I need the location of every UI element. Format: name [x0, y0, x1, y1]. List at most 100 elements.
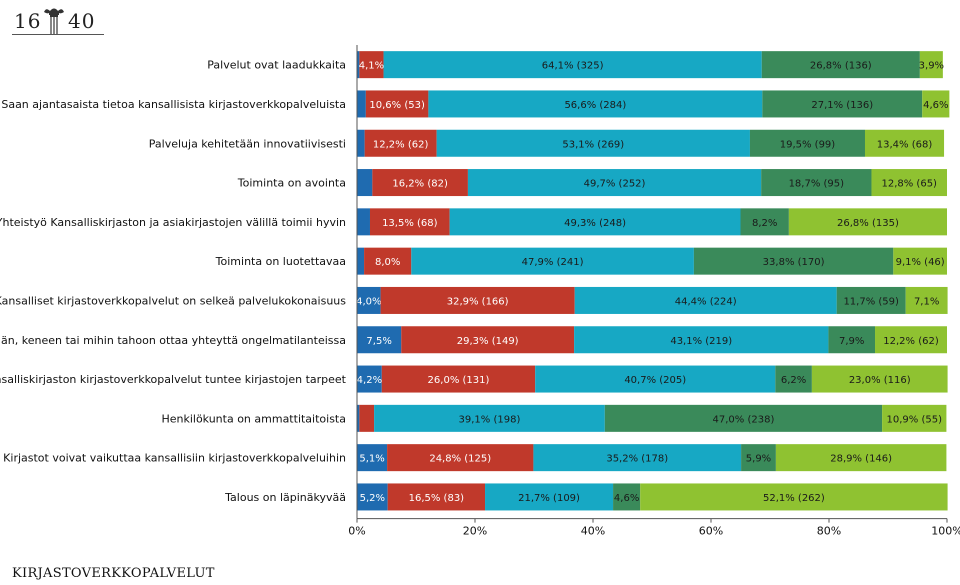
- data-label: 8,2%: [752, 218, 777, 229]
- data-label: 10,6% (53): [369, 100, 425, 111]
- data-label: 19,5% (99): [780, 139, 836, 150]
- bar-segment: [357, 444, 388, 472]
- bar-segment: [788, 208, 947, 236]
- bar-segment: [357, 90, 366, 118]
- bar-segment: [401, 326, 575, 354]
- bar-segment: [359, 404, 375, 432]
- bar-segment: [357, 247, 365, 275]
- category-label: Kansalliset kirjastoverkkopalvelut on se…: [0, 294, 346, 307]
- bar-segment: [749, 129, 865, 157]
- data-label: 52,1% (262): [763, 493, 825, 504]
- data-label: 5,2%: [360, 493, 385, 504]
- data-label: 35,2% (178): [606, 454, 668, 465]
- data-label: 7,9%: [839, 336, 864, 347]
- data-label: 7,5%: [366, 336, 391, 347]
- bar-segment: [535, 365, 776, 393]
- bar-segment: [740, 208, 789, 236]
- data-label: 49,7% (252): [584, 179, 646, 190]
- category-label: Talous on läpinäkyvää: [224, 491, 346, 504]
- data-label: 5,1%: [359, 454, 384, 465]
- x-tick-label: 60%: [699, 525, 723, 538]
- bar-segment: [882, 404, 947, 432]
- category-label: Toiminta on avointa: [237, 177, 346, 190]
- data-label: 49,3% (248): [564, 218, 626, 229]
- bar-segment: [369, 208, 450, 236]
- footer-title: KIRJASTOVERKKOPALVELUT: [12, 566, 215, 581]
- column-capital-icon: [44, 8, 64, 34]
- bar-segment: [467, 169, 762, 197]
- bar-segment: [411, 247, 694, 275]
- data-label: 12,2% (62): [373, 139, 429, 150]
- bar-segment: [381, 365, 536, 393]
- bar-segment: [357, 169, 373, 197]
- bar-segment: [387, 483, 486, 511]
- logo: 16 40: [12, 6, 104, 36]
- data-label: 39,1% (198): [459, 414, 521, 425]
- bar-segment: [919, 51, 943, 79]
- bar-segment: [922, 90, 950, 118]
- data-label: 26,8% (136): [810, 61, 872, 72]
- bar-segment: [364, 129, 437, 157]
- data-label: 47,0% (238): [713, 414, 775, 425]
- data-label: 43,1% (219): [670, 336, 732, 347]
- bar-segment: [364, 247, 412, 275]
- data-label: 18,7% (95): [789, 179, 845, 190]
- data-label: 4,0%: [356, 296, 381, 307]
- data-label: 28,9% (146): [830, 454, 892, 465]
- data-label: 12,8% (65): [881, 179, 937, 190]
- bar-segment: [828, 326, 876, 354]
- data-label: 11,7% (59): [843, 296, 899, 307]
- stacked-bar-chart: Palvelut ovat laadukkaita 4,1% 64,1% (325)…: [0, 45, 960, 538]
- data-label: 53,1% (269): [562, 139, 624, 150]
- data-label: 29,3% (149): [457, 336, 519, 347]
- bar-segment: [357, 365, 382, 393]
- data-label: 16,2% (82): [392, 179, 448, 190]
- data-label: 6,2%: [781, 375, 806, 386]
- category-label: Kirjastot voivat vaikuttaa kansallisiin …: [3, 452, 346, 465]
- bar-segment: [387, 444, 534, 472]
- category-label: Saan ajantasaista tietoa kansallisista k…: [1, 98, 346, 111]
- bar-segment: [436, 129, 750, 157]
- bar-segment: [893, 247, 947, 275]
- data-label: 64,1% (325): [542, 61, 604, 72]
- data-label: 10,9% (55): [887, 414, 943, 425]
- data-label: 13,5% (68): [382, 218, 438, 229]
- bar-segment: [449, 208, 741, 236]
- data-label: 47,9% (241): [522, 257, 584, 268]
- bar-segment: [604, 404, 883, 432]
- data-label: 21,7% (109): [518, 493, 580, 504]
- data-label: 23,0% (116): [849, 375, 911, 386]
- bar-segment: [761, 51, 920, 79]
- x-tick-label: 20%: [463, 525, 487, 538]
- data-label: 12,2% (62): [883, 336, 939, 347]
- logo-divider: [12, 34, 104, 35]
- bar-segment: [357, 208, 370, 236]
- data-label: 32,9% (166): [447, 296, 509, 307]
- data-label: 13,4% (68): [877, 139, 933, 150]
- category-label: Henkilökunta on ammattitaitoista: [161, 412, 346, 425]
- bar-segment: [428, 90, 763, 118]
- bar-segment: [836, 286, 906, 314]
- bar-segment: [875, 326, 947, 354]
- bar-segment: [485, 483, 614, 511]
- category-label: Palveluja kehitetään innovatiivisesti: [149, 137, 346, 150]
- bar-segment: [357, 404, 360, 432]
- category-label: Kansalliskirjaston kirjastoverkkopalvelu…: [0, 373, 347, 386]
- x-tick-label: 0%: [348, 525, 365, 538]
- data-label: 7,1%: [914, 296, 939, 307]
- bar-segment: [640, 483, 948, 511]
- data-label: 3,9%: [919, 61, 944, 72]
- data-label: 40,7% (205): [624, 375, 686, 386]
- logo-year-right: 40: [68, 9, 96, 33]
- category-label: Toiminta on luotettavaa: [215, 255, 346, 268]
- bar-segment: [811, 365, 948, 393]
- bar-segment: [613, 483, 641, 511]
- data-label: 26,8% (135): [837, 218, 899, 229]
- bar-segment: [574, 326, 829, 354]
- bar-segment: [357, 129, 365, 157]
- bar-segment: [775, 444, 947, 472]
- bar-segment: [380, 286, 575, 314]
- bar-segment: [359, 51, 384, 79]
- bar-segment: [775, 365, 812, 393]
- data-label: 9,1% (46): [896, 257, 945, 268]
